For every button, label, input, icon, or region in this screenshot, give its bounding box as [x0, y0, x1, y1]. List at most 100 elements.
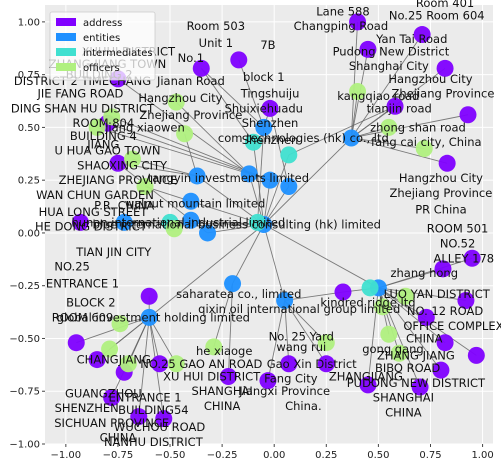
x-tick-label: 0.75	[419, 450, 441, 461]
edge-e1-e4	[232, 224, 265, 284]
node-label-10: Changping Road	[294, 19, 389, 33]
edge-e1-e9	[263, 137, 352, 225]
node-label-72: WAN CHUN GARDEN	[36, 188, 154, 202]
node-a34	[88, 351, 106, 369]
edge-e4-o13	[213, 283, 233, 348]
node-o2	[103, 108, 121, 126]
edge-e1-e3	[263, 224, 286, 301]
y-tick-label: −0.75	[9, 387, 40, 398]
node-a33	[67, 334, 85, 352]
node-e15	[255, 118, 273, 136]
node-label-58: ENTRANCE 1	[46, 277, 119, 291]
node-a32	[155, 410, 173, 428]
node-label-92: blue international business consulting (…	[92, 218, 380, 232]
node-e4	[224, 275, 242, 293]
node-label-51: NO.25 GAO AN ROAD	[140, 357, 262, 371]
edge-e2-a19	[378, 287, 446, 344]
node-o13	[205, 338, 223, 356]
edge-e2-a16	[378, 268, 444, 289]
edge-e9-a7	[351, 114, 469, 139]
node-a26	[259, 372, 277, 390]
node-a20	[467, 346, 485, 364]
node-a21	[432, 361, 450, 379]
node-label-15: Shanghai City	[349, 59, 429, 73]
node-label-8: Shenzhen	[242, 133, 299, 147]
edge-e5-a33	[76, 316, 150, 344]
edge-e3-a26	[267, 300, 286, 381]
x-tick-label: −0.25	[207, 450, 238, 461]
node-i3	[280, 146, 298, 164]
node-label-40: ZHANGJIANG	[329, 369, 403, 383]
edge-i2-a9	[200, 68, 254, 143]
node-label-22: Hangzhou City	[399, 171, 483, 185]
edge-e4-a27	[227, 283, 233, 377]
y-tick-label: 0.00	[18, 228, 40, 239]
node-o1	[167, 93, 185, 111]
node-a8	[359, 40, 377, 58]
edge-i1-e15	[257, 127, 265, 223]
node-label-31: NO. 12 ROAD	[407, 304, 483, 318]
node-label-68: NANHU DISTRICT	[104, 435, 204, 449]
node-label-89: Jianan Road	[156, 74, 225, 88]
y-tick-label: −0.25	[9, 281, 40, 292]
node-a7	[459, 106, 477, 124]
node-label-14: Pudong New District	[333, 44, 450, 58]
y-tick-label: −1.00	[9, 440, 40, 451]
edge-e2-a17	[378, 287, 466, 301]
node-label-7: Shenzhen	[242, 116, 299, 130]
node-e7	[182, 192, 200, 210]
legend-swatch-entities	[56, 33, 76, 41]
node-label-50: China.	[285, 399, 322, 413]
node-label-13: Yan Tai Road	[375, 32, 447, 46]
node-a4	[436, 59, 454, 77]
node-label-79: DING SHAN HU DISTRICT	[11, 101, 155, 115]
edge-e15-a1	[238, 59, 265, 128]
y-tick-label: −0.50	[9, 334, 40, 345]
node-label-88: Hangzhou City	[138, 91, 222, 105]
node-a11	[261, 99, 279, 117]
node-o17	[119, 355, 137, 373]
node-o15	[111, 315, 129, 333]
node-label-60: CHANGJIANG	[77, 353, 151, 367]
node-label-36: BIBO ROAD	[375, 361, 440, 375]
node-o18	[167, 355, 185, 373]
node-label-12: Room 401	[416, 0, 474, 10]
node-e6	[182, 211, 200, 229]
node-o8	[415, 140, 433, 158]
node-a28	[151, 355, 169, 373]
node-label-59: NO.25	[54, 260, 89, 274]
edge-e10-o1	[175, 101, 250, 175]
legend-label-address: address	[83, 18, 122, 29]
node-label-90: tangyin investments limited	[148, 171, 309, 185]
y-tick-label: 0.25	[18, 176, 40, 187]
node-label-17: Zhejiang Province	[392, 87, 495, 101]
edge-e8-o3	[132, 158, 198, 177]
node-label-46: No. 25 Yard	[269, 329, 334, 343]
node-a1	[230, 51, 248, 69]
x-tick-label: 0.50	[367, 450, 389, 461]
node-label-69: TIAN JIN CITY	[75, 245, 152, 259]
node-label-66: BUILDING54	[118, 403, 189, 417]
node-a6	[438, 154, 456, 172]
y-tick-label: 0.75	[18, 70, 40, 81]
node-label-42: qixin oil international group limited	[198, 302, 400, 316]
node-e14	[199, 224, 217, 242]
legend-frame	[49, 11, 156, 81]
edge-e12-a11	[269, 108, 290, 187]
node-a31	[130, 408, 148, 426]
node-label-70: HE DONG DISTRICT	[35, 220, 148, 234]
nodes	[67, 13, 485, 428]
node-label-65: ENTRANCE 1	[108, 391, 181, 405]
node-o6	[349, 83, 367, 101]
node-e8	[188, 167, 206, 185]
node-e12	[280, 178, 298, 196]
node-label-16: Hangzhou City	[388, 72, 472, 86]
node-e3	[276, 291, 294, 309]
node-a22	[411, 378, 429, 396]
edge-e1-i2	[252, 142, 265, 225]
legend-swatch-address	[56, 18, 76, 26]
node-o11	[374, 298, 392, 316]
node-a24	[317, 355, 335, 373]
node-label-57: BLOCK 2	[66, 296, 115, 310]
node-a3	[413, 26, 431, 44]
